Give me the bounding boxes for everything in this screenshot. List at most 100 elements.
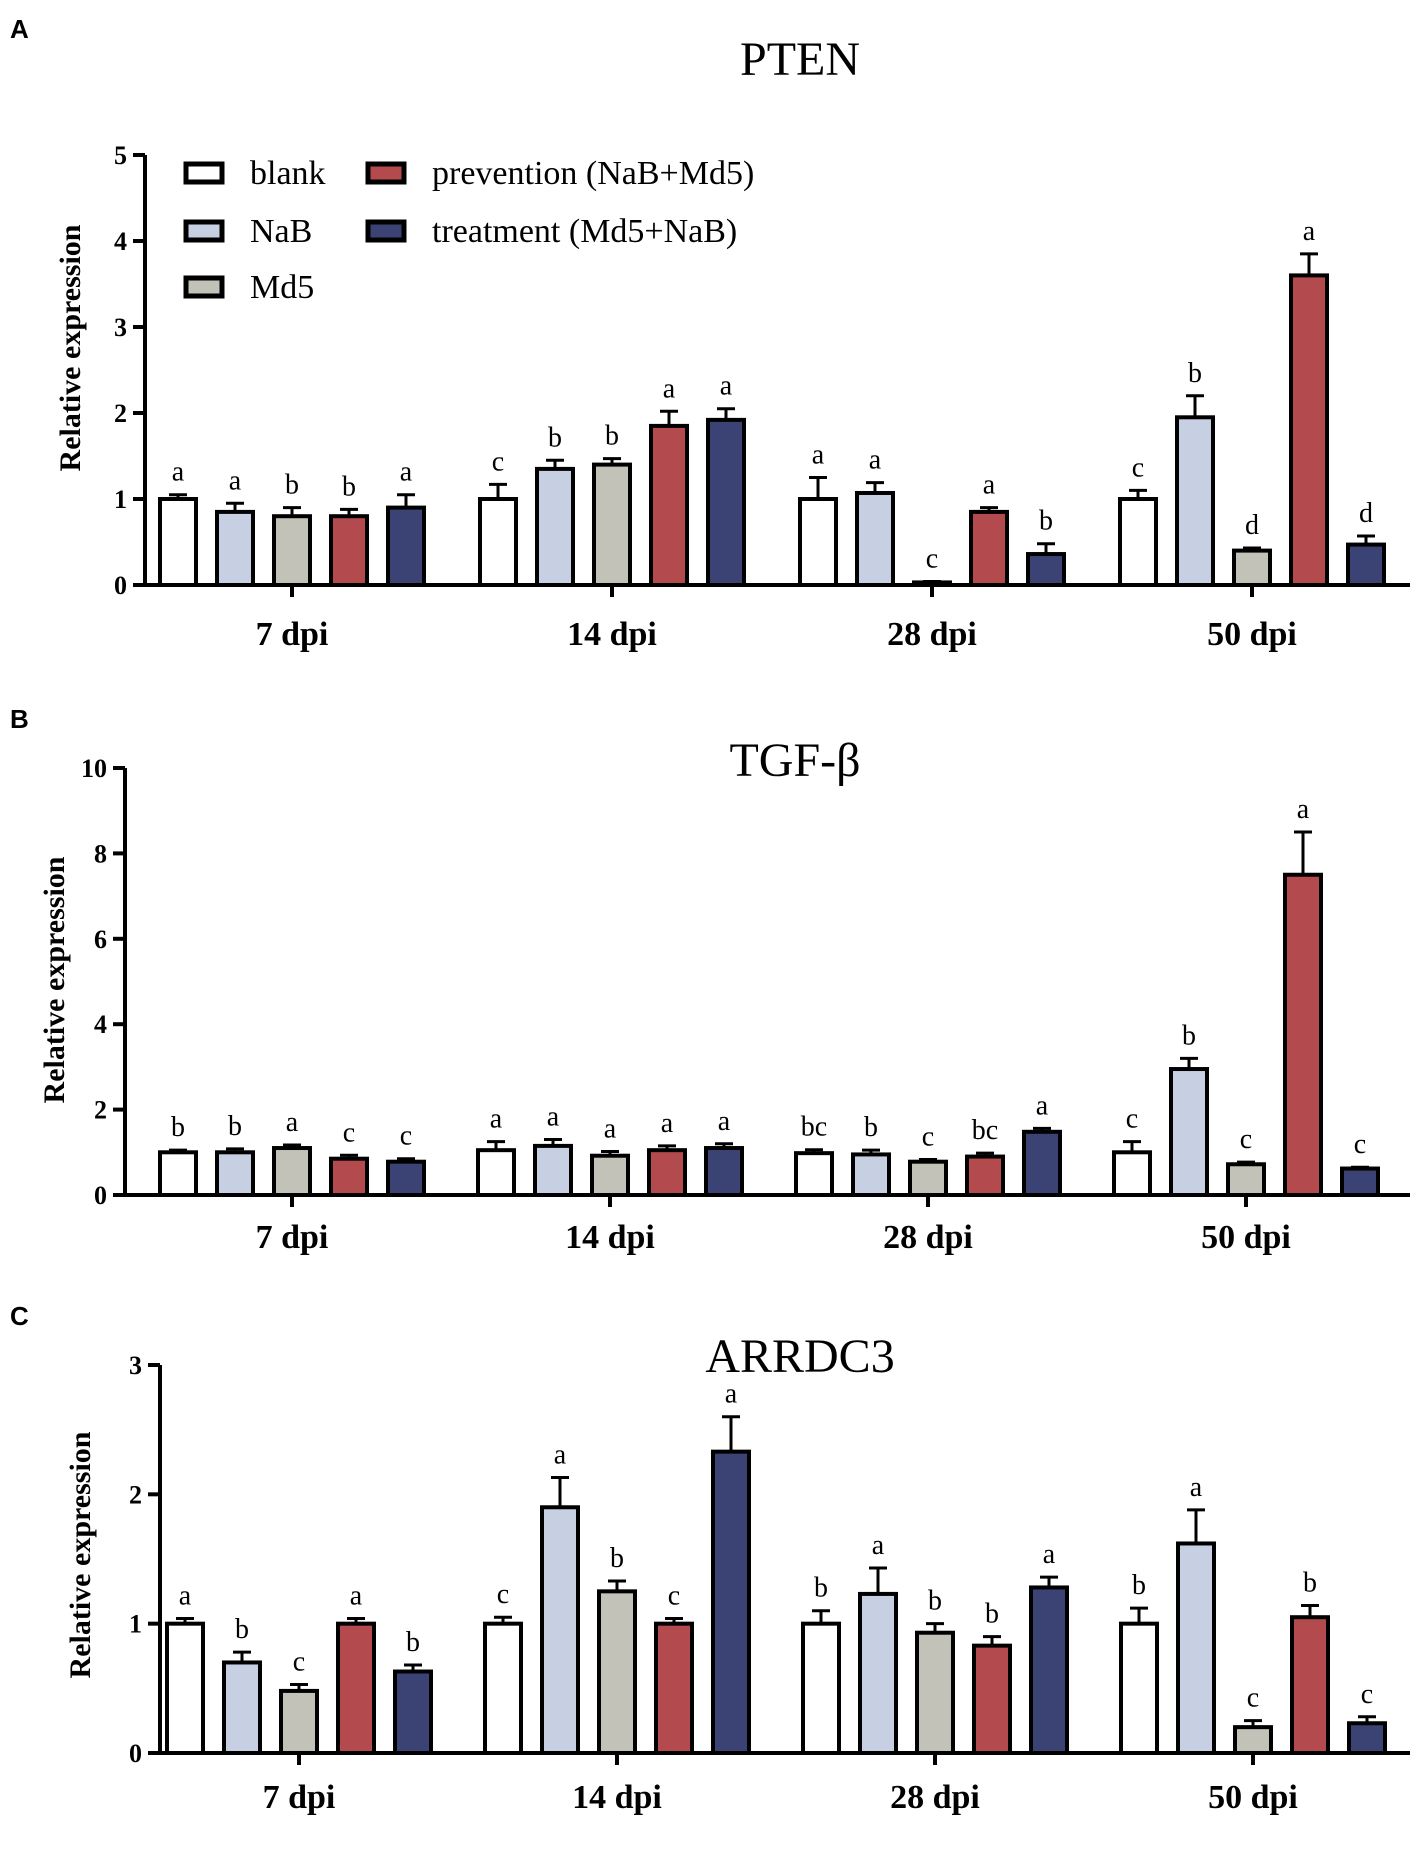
significance-letter: c xyxy=(492,446,504,477)
y-tick-label: 1 xyxy=(129,1610,142,1639)
x-tick-label: 50 dpi xyxy=(1201,1219,1291,1256)
chart-title-pten: PTEN xyxy=(740,33,860,86)
bar-md5 xyxy=(597,1589,637,1756)
bar-md5 xyxy=(272,1146,312,1198)
significance-letter: a xyxy=(1190,1472,1203,1503)
bar-prevention xyxy=(969,509,1009,587)
significance-letter: c xyxy=(926,544,938,575)
significance-letter: c xyxy=(400,1121,412,1152)
significance-letter: b xyxy=(548,422,562,453)
x-tick-label: 14 dpi xyxy=(565,1219,655,1256)
bar-prevention xyxy=(649,423,689,587)
bar-blank xyxy=(1112,1150,1152,1198)
bar-prevention xyxy=(647,1148,687,1198)
significance-letter: a xyxy=(547,1101,560,1132)
y-tick-label: 1 xyxy=(114,485,127,514)
significance-letter: b xyxy=(864,1112,878,1143)
bar-nab xyxy=(540,1505,580,1756)
y-axis-label-arrdc3: Relative expression xyxy=(64,1431,97,1678)
legend-swatch-blank xyxy=(183,161,225,185)
significance-letter: a xyxy=(661,1108,674,1139)
chart-title-tgf-beta: TGF-β xyxy=(729,734,860,787)
significance-letter: a xyxy=(812,440,825,471)
significance-letter: a xyxy=(172,457,185,488)
bar-treatment xyxy=(386,1159,426,1197)
significance-letter: c xyxy=(1126,1104,1138,1135)
significance-letter: b xyxy=(1039,506,1053,537)
bar-blank xyxy=(1118,497,1158,587)
bar-blank xyxy=(483,1621,523,1755)
significance-letter: b xyxy=(605,421,619,452)
bar-nab xyxy=(535,466,575,587)
significance-letter: a xyxy=(554,1440,567,1471)
significance-letter: bc xyxy=(801,1112,827,1143)
bar-nab xyxy=(1176,1541,1216,1755)
panel-letter-c: C xyxy=(10,1301,29,1331)
significance-letter: b xyxy=(235,1614,249,1645)
bar-nab xyxy=(851,1152,891,1198)
bar-md5 xyxy=(1233,1725,1273,1755)
x-tick-label: 28 dpi xyxy=(883,1219,973,1256)
legend-swatch-prevention xyxy=(365,161,407,185)
y-tick-label: 2 xyxy=(94,1096,107,1125)
bar-treatment xyxy=(386,505,426,588)
significance-letter: a xyxy=(718,1106,731,1137)
bar-md5 xyxy=(279,1688,319,1756)
significance-letter: a xyxy=(869,445,882,476)
x-tick-label: 7 dpi xyxy=(263,1779,336,1816)
significance-letter: c xyxy=(922,1122,934,1153)
significance-letter: a xyxy=(350,1580,363,1611)
bar-blank xyxy=(801,1621,841,1755)
bar-treatment xyxy=(1022,1129,1062,1197)
legend-label-nab: NaB xyxy=(250,213,312,250)
significance-letter: a xyxy=(872,1530,885,1561)
y-tick-label: 10 xyxy=(81,754,107,783)
significance-letter: c xyxy=(293,1646,305,1677)
panel-pten: A PTEN Relative expression 0 1 2 3 4 5 7 dpi a a… xyxy=(10,14,1410,653)
y-tick-label: 4 xyxy=(94,1010,107,1039)
significance-letter: a xyxy=(1297,794,1310,825)
significance-letter: bc xyxy=(972,1115,998,1146)
y-tick-label: 8 xyxy=(94,839,107,868)
bar-blank xyxy=(798,497,838,587)
bar-prevention xyxy=(1290,1615,1330,1755)
bar-md5 xyxy=(912,580,952,587)
significance-letter: c xyxy=(1354,1129,1366,1160)
plot-area-arrdc3: 0 1 2 3 7 dpi a b c a b 14 dpi c a b c a 28 dpi b a b b a 50 d… xyxy=(129,1351,1410,1816)
bar-prevention xyxy=(972,1643,1012,1755)
x-tick-label: 50 dpi xyxy=(1207,616,1297,653)
bar-md5 xyxy=(1226,1162,1266,1197)
bar-nab xyxy=(855,490,895,588)
significance-letter: b xyxy=(985,1599,999,1630)
bar-prevention xyxy=(329,514,369,588)
bar-nab xyxy=(215,1150,255,1198)
significance-letter: c xyxy=(1361,1679,1373,1710)
y-tick-label: 5 xyxy=(114,141,127,170)
significance-letter: a xyxy=(604,1113,617,1144)
significance-letter: a xyxy=(179,1580,192,1611)
bar-treatment xyxy=(1029,1585,1069,1756)
bar-treatment xyxy=(1026,552,1066,587)
significance-letter: a xyxy=(663,373,676,404)
bar-treatment xyxy=(1347,1721,1387,1755)
bar-md5 xyxy=(590,1153,630,1197)
panel-letter-b: B xyxy=(10,704,29,734)
panel-tgf-beta: B TGF-β Relative expression 0 2 4 6 8 10 7 dpi… xyxy=(10,704,1410,1256)
significance-letter: c xyxy=(1240,1124,1252,1155)
significance-letter: b xyxy=(814,1573,828,1604)
bar-blank xyxy=(158,497,198,587)
y-tick-label: 3 xyxy=(114,313,127,342)
bar-nab xyxy=(1175,415,1215,587)
significance-letter: c xyxy=(1247,1683,1259,1714)
bar-prevention xyxy=(1289,273,1329,587)
bar-nab xyxy=(1169,1067,1209,1198)
plot-area-pten: 0 1 2 3 4 5 7 dpi a a b b a 14 dpi c b b a a 28 dpi a a c a b 50… xyxy=(114,141,1410,653)
bar-blank xyxy=(1119,1621,1159,1755)
bar-md5 xyxy=(272,514,312,588)
significance-letter: b xyxy=(1303,1568,1317,1599)
y-tick-label: 6 xyxy=(94,925,107,954)
legend-label-blank: blank xyxy=(250,155,326,192)
chart-title-arrdc3: ARRDC3 xyxy=(705,1330,894,1383)
legend-label-prevention: prevention (NaB+Md5) xyxy=(432,155,754,192)
